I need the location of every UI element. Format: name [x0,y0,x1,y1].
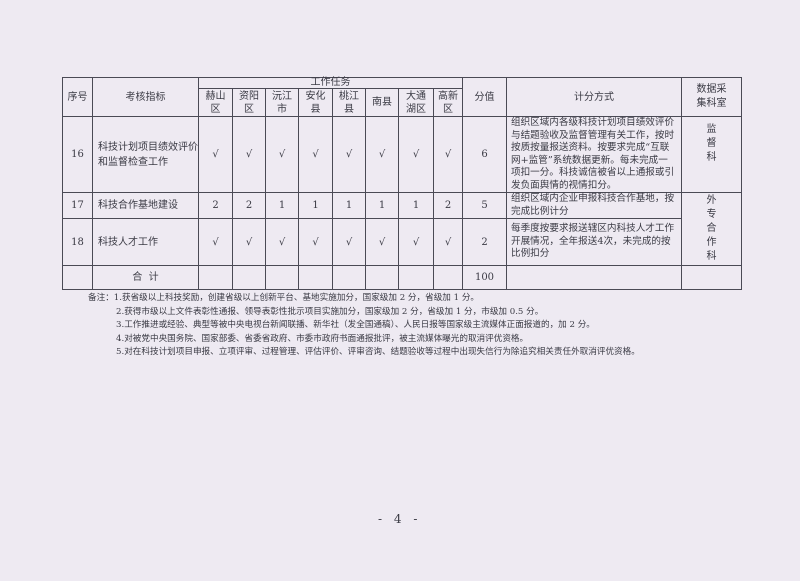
assessment-table: 序号 考核指标 工作任务 分值 计分方式 数据采 集科室 赫山 区资阳 区沅江 … [62,77,742,290]
row-district-value: √ [232,218,266,266]
note-5: 5.对在科技计划项目申报、立项评审、过程管理、评估评价、评审咨询、结题验收等过程… [116,347,640,357]
row-dept: 监 督 科 [681,116,742,193]
header-district: 高新 区 [433,88,463,117]
header-tasks: 工作任务 [198,77,463,89]
row-district-value: 2 [198,192,233,219]
row-district-value: √ [365,218,399,266]
row-district-value: 1 [265,192,299,219]
header-indicator: 考核指标 [92,77,199,117]
row-district-value: √ [332,116,366,193]
row-seq: 17 [62,192,93,219]
header-score: 分值 [462,77,507,117]
note-1: 备注：1.获省级以上科技奖励，创建省级以上创新平台、基地实施加分，国家级加 2 … [88,293,480,303]
header-district: 沅江 市 [265,88,299,117]
row-district-value: √ [232,116,266,193]
header-district: 桃江 县 [332,88,366,117]
header-district: 赫山 区 [198,88,233,117]
notes: 备注：1.获省级以上科技奖励，创建省级以上创新平台、基地实施加分，国家级加 2 … [88,292,752,360]
table-row: 18 科技人才工作 √ √ √ √ √ √ √ √ 2 每季度按要求报送辖区内科技人才工作开展情况，全… [62,218,742,266]
document-body: 序号 考核指标 工作任务 分值 计分方式 数据采 集科室 赫山 区资阳 区沅江 … [62,77,752,360]
row-district-value: √ [332,218,366,266]
header-district: 安化 县 [298,88,333,117]
header-district: 南县 [365,88,399,117]
row-district-value: 1 [398,192,434,219]
note-3: 3.工作推进或经验、典型等被中央电视台新闻联播、新华社（发全国通稿）、人民日报等… [116,320,595,330]
row-district-value: √ [198,218,233,266]
table-row: 16 科技计划项目绩效评价和监督检查工作 √ √ √ √ √ √ √ √ 6 组织区域内各级科技计划项… [62,116,742,193]
table-row: 17 科技合作基地建设 2 2 1 1 1 1 1 2 5 组织区域内企业申报科技合作基地，按完成比例… [62,192,742,266]
row-score: 2 [462,218,507,266]
row-dept: 外 专 合 作 科 [681,192,742,266]
row-district-value: 2 [232,192,266,219]
row-district-value: 1 [298,192,333,219]
row-district-value: √ [398,116,434,193]
total-score: 100 [462,265,507,290]
row-seq: 16 [62,116,93,193]
row-method: 组织区域内企业申报科技合作基地，按完成比例计分 [506,192,682,219]
row-seq: 18 [62,218,93,266]
row-indicator: 科技计划项目绩效评价和监督检查工作 [92,116,199,193]
row-district-value: √ [298,116,333,193]
row-indicator: 科技合作基地建设 [92,192,199,219]
row-district-value: 1 [365,192,399,219]
row-district-value: √ [198,116,233,193]
header-seq: 序号 [62,77,93,117]
row-indicator: 科技人才工作 [92,218,199,266]
header-dept: 数据采 集科室 [681,77,742,117]
page-number: - 4 - [378,512,422,526]
row-district-value: 2 [433,192,463,219]
row-district-value: √ [265,218,299,266]
header-method: 计分方式 [506,77,682,117]
header-district: 资阳 区 [232,88,266,117]
row-district-value: √ [365,116,399,193]
row-district-value: √ [433,218,463,266]
row-score: 6 [462,116,507,193]
row-district-value: √ [298,218,333,266]
row-method: 组织区域内各级科技计划项目绩效评价与结题验收及监督管理有关工作，按时按质按量报送… [506,116,682,193]
row-district-value: √ [398,218,434,266]
row-score: 5 [462,192,507,219]
total-label: 合 计 [92,265,199,290]
row-district-value: √ [265,116,299,193]
row-method: 每季度按要求报送辖区内科技人才工作开展情况，全年报送4次，未完成的按比例扣分 [506,218,682,266]
row-district-value: √ [433,116,463,193]
note-2: 2.获得市级以上文件表彰性通报、领导表彰性批示项目实施加分，国家级加 2 分，省… [116,306,544,317]
table-row-total: 合 计 100 [62,265,742,290]
row-district-value: 1 [332,192,366,219]
note-4: 4.对被党中央国务院、国家部委、省委省政府、市委市政府书面通报批评，被主流媒体曝… [116,333,529,344]
header-district: 大通 湖区 [398,88,434,117]
